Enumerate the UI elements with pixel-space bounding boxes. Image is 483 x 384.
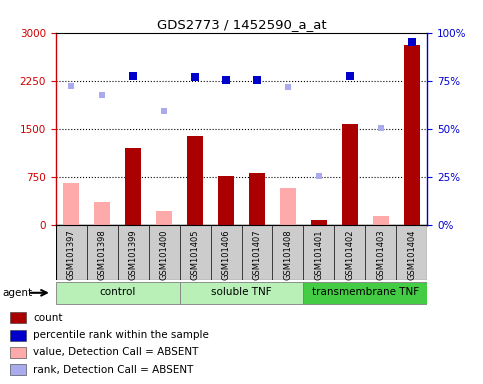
Text: GSM101407: GSM101407 [253, 229, 261, 280]
Point [222, 77, 230, 83]
Text: GSM101397: GSM101397 [67, 229, 75, 280]
Point [408, 39, 416, 45]
Text: GSM101402: GSM101402 [345, 229, 355, 280]
Text: GSM101405: GSM101405 [190, 229, 199, 280]
Bar [373, 216, 389, 225]
Point [315, 173, 323, 179]
Point [377, 125, 385, 131]
Bar [156, 210, 172, 225]
Bar [404, 45, 420, 225]
Text: GSM101400: GSM101400 [159, 229, 169, 280]
Bar [10, 329, 26, 341]
Bar [180, 281, 303, 304]
Bar [218, 176, 234, 225]
Text: GSM101404: GSM101404 [408, 229, 416, 280]
Bar [10, 312, 26, 323]
Text: GSM101403: GSM101403 [376, 229, 385, 280]
Text: GSM101406: GSM101406 [222, 229, 230, 280]
Bar [56, 281, 180, 304]
Text: percentile rank within the sample: percentile rank within the sample [33, 330, 209, 340]
Title: GDS2773 / 1452590_a_at: GDS2773 / 1452590_a_at [156, 18, 327, 31]
Text: transmembrane TNF: transmembrane TNF [312, 287, 419, 297]
Bar [311, 220, 327, 225]
Point [67, 83, 75, 89]
Point [160, 108, 168, 114]
Text: control: control [99, 287, 136, 297]
Text: rank, Detection Call = ABSENT: rank, Detection Call = ABSENT [33, 364, 194, 375]
Text: GSM101398: GSM101398 [98, 229, 107, 280]
Point [284, 84, 292, 90]
Bar [125, 148, 141, 225]
Text: count: count [33, 313, 63, 323]
Bar [10, 347, 26, 358]
Text: GSM101408: GSM101408 [284, 229, 293, 280]
Bar [63, 183, 79, 225]
Bar [249, 174, 265, 225]
Text: agent: agent [2, 288, 32, 298]
Point [346, 73, 354, 79]
Text: soluble TNF: soluble TNF [211, 287, 272, 297]
Bar [56, 225, 427, 280]
Bar [10, 364, 26, 375]
Bar [280, 188, 296, 225]
Point [253, 77, 261, 83]
Point [191, 74, 199, 80]
Point [98, 92, 106, 98]
Bar [94, 202, 110, 225]
Bar [303, 281, 427, 304]
Text: GSM101401: GSM101401 [314, 229, 324, 280]
Bar [187, 136, 203, 225]
Text: value, Detection Call = ABSENT: value, Detection Call = ABSENT [33, 347, 199, 358]
Text: GSM101399: GSM101399 [128, 229, 138, 280]
Bar [342, 124, 358, 225]
Point [129, 73, 137, 79]
